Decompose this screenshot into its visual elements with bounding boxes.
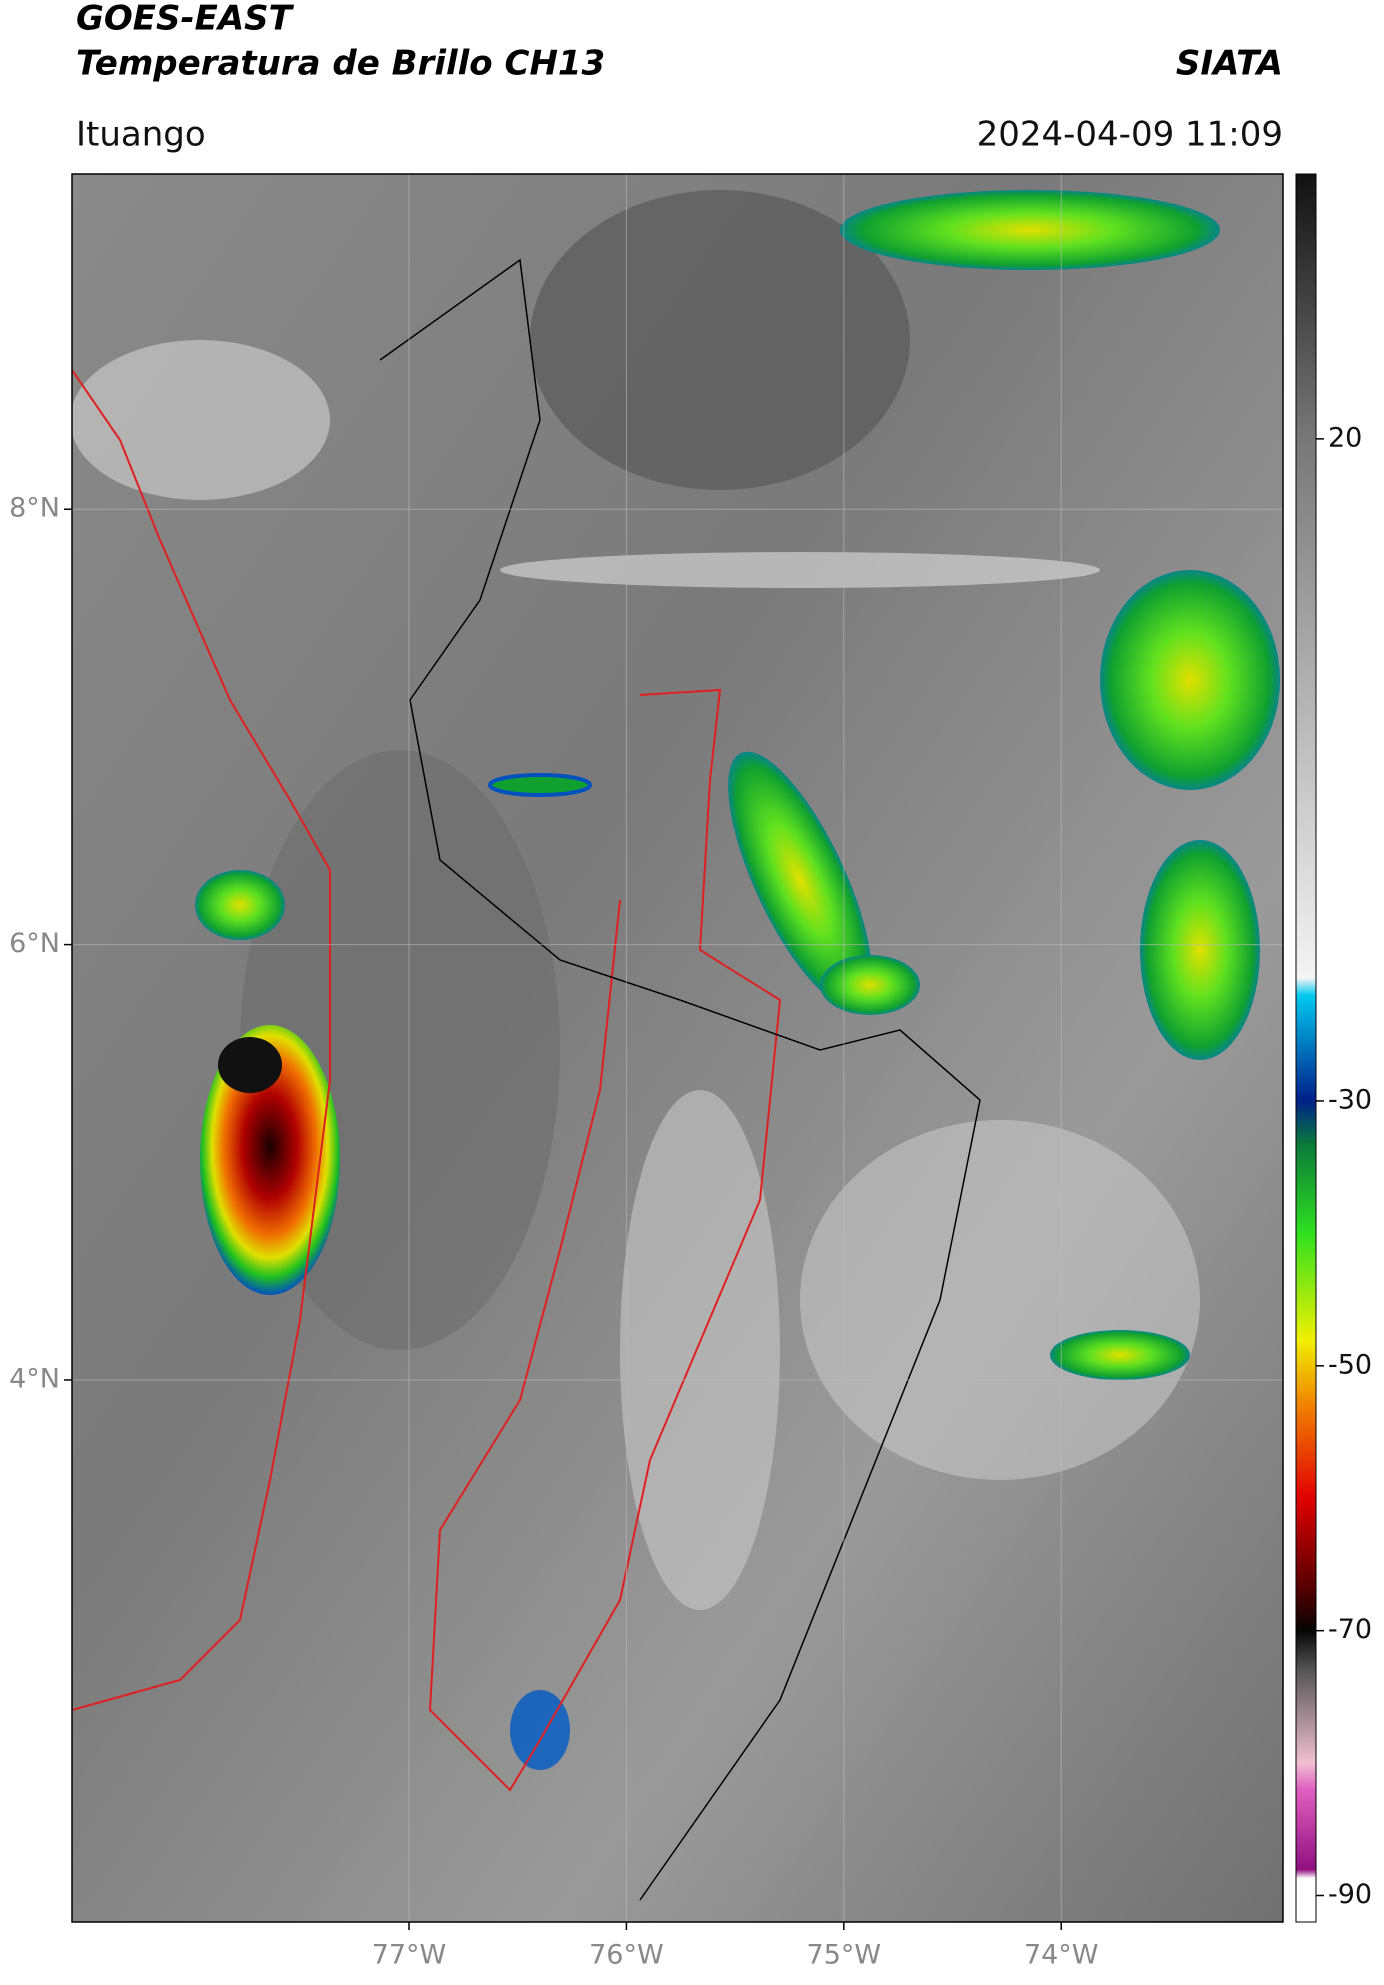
convective-cell [1140, 840, 1260, 1060]
map-frame [71, 173, 1284, 1923]
source: SIATA [1176, 44, 1283, 84]
convective-cell [200, 1025, 340, 1295]
y-tick-label: 4°N [9, 1363, 60, 1394]
datetime: 2024-04-09 11:09 [977, 115, 1283, 155]
admin-boundary [379, 258, 981, 1901]
convective-cell [820, 955, 920, 1015]
x-tick-label: 74°W [1024, 1940, 1099, 1971]
x-tick-label: 77°W [372, 1940, 447, 1971]
location: Ituango [76, 115, 206, 155]
colorbar-tick-label: -70 [1328, 1614, 1372, 1645]
cloud-band [72, 340, 330, 500]
colorbar-tick-label: -50 [1328, 1349, 1372, 1380]
colorbar [1295, 173, 1317, 1923]
title: GOES-EAST [76, 0, 295, 39]
convective-cell [510, 1690, 570, 1770]
colorbar-tick-label: -30 [1328, 1084, 1372, 1115]
subtitle: Temperatura de Brillo CH13 [76, 44, 605, 84]
cloud-free-area [530, 190, 910, 490]
graticule [72, 174, 1283, 1922]
x-tick-label: 75°W [807, 1940, 882, 1971]
convective-cell [488, 773, 592, 797]
x-tick-label: 76°W [589, 1940, 664, 1971]
cloud-band [500, 552, 1100, 588]
convective-cell [1050, 1330, 1190, 1380]
convective-cell [840, 190, 1220, 270]
y-tick-label: 6°N [9, 928, 60, 959]
satellite-image [72, 174, 1283, 1922]
cloud-band [800, 1120, 1200, 1480]
colorbar-tick-label: 20 [1328, 422, 1362, 453]
convective-cell [1100, 570, 1280, 790]
convective-core [218, 1037, 282, 1093]
region-boundary [428, 688, 782, 1792]
y-tick-label: 8°N [9, 493, 60, 524]
coastline [72, 369, 331, 1711]
convective-cell [195, 870, 285, 940]
colorbar-tick-label: -90 [1328, 1879, 1372, 1910]
cloud-band [620, 1090, 780, 1610]
